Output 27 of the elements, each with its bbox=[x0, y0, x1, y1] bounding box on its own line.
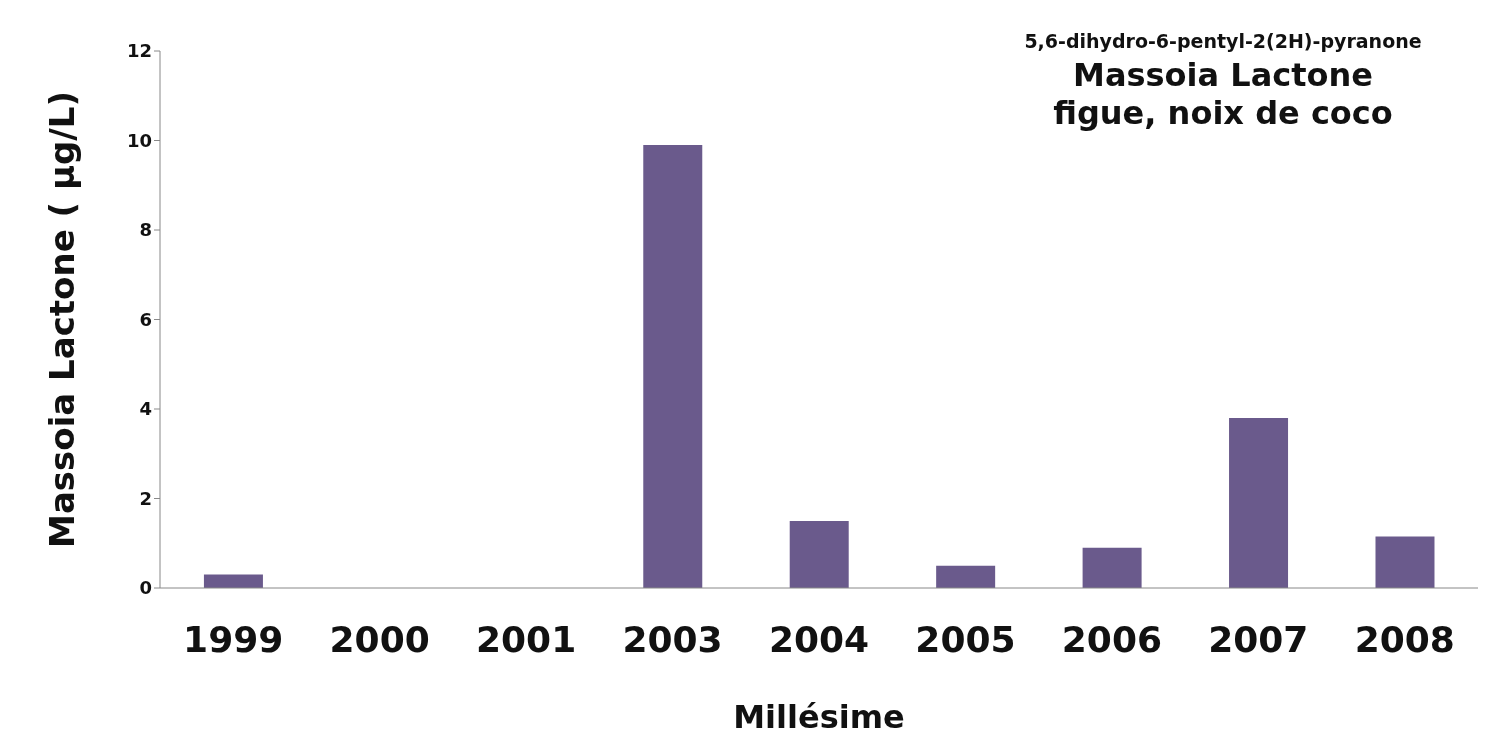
annotation: 5,6-dihydro-6-pentyl-2(2H)-pyranone bbox=[1023, 30, 1423, 52]
y-tick-label: 8 bbox=[139, 219, 152, 241]
bar bbox=[1375, 536, 1435, 588]
x-tick-label: 2004 bbox=[768, 618, 870, 660]
x-tick-label: 2005 bbox=[915, 618, 1016, 660]
y-tick-label: 0 bbox=[139, 577, 152, 599]
x-tick-label: 1999 bbox=[183, 618, 284, 660]
y-tick-label: 2 bbox=[139, 487, 152, 509]
chart-title: Massoia Lactone bbox=[1072, 56, 1374, 94]
bar bbox=[1082, 547, 1142, 588]
x-tick-label: 2008 bbox=[1354, 618, 1455, 660]
y-tick-label: 10 bbox=[126, 129, 152, 151]
y-tick-label: 4 bbox=[139, 398, 152, 420]
x-tick-label: 2000 bbox=[329, 618, 430, 660]
x-tick-label: 2003 bbox=[622, 618, 723, 660]
x-axis-title: Millésime bbox=[733, 698, 905, 736]
x-tick-label: 2007 bbox=[1208, 618, 1309, 660]
bar bbox=[789, 520, 849, 588]
y-axis-title: Massoia Lactone ( µg/L) bbox=[42, 91, 83, 548]
bar bbox=[1229, 417, 1289, 588]
x-tick-label: 2001 bbox=[476, 618, 577, 660]
bar bbox=[643, 144, 703, 588]
x-tick-label: 2006 bbox=[1061, 618, 1162, 660]
text: figue, noix de coco bbox=[1052, 94, 1394, 132]
y-tick-label: 6 bbox=[139, 308, 152, 330]
y-tick-label: 12 bbox=[126, 40, 152, 62]
bar bbox=[936, 565, 996, 588]
